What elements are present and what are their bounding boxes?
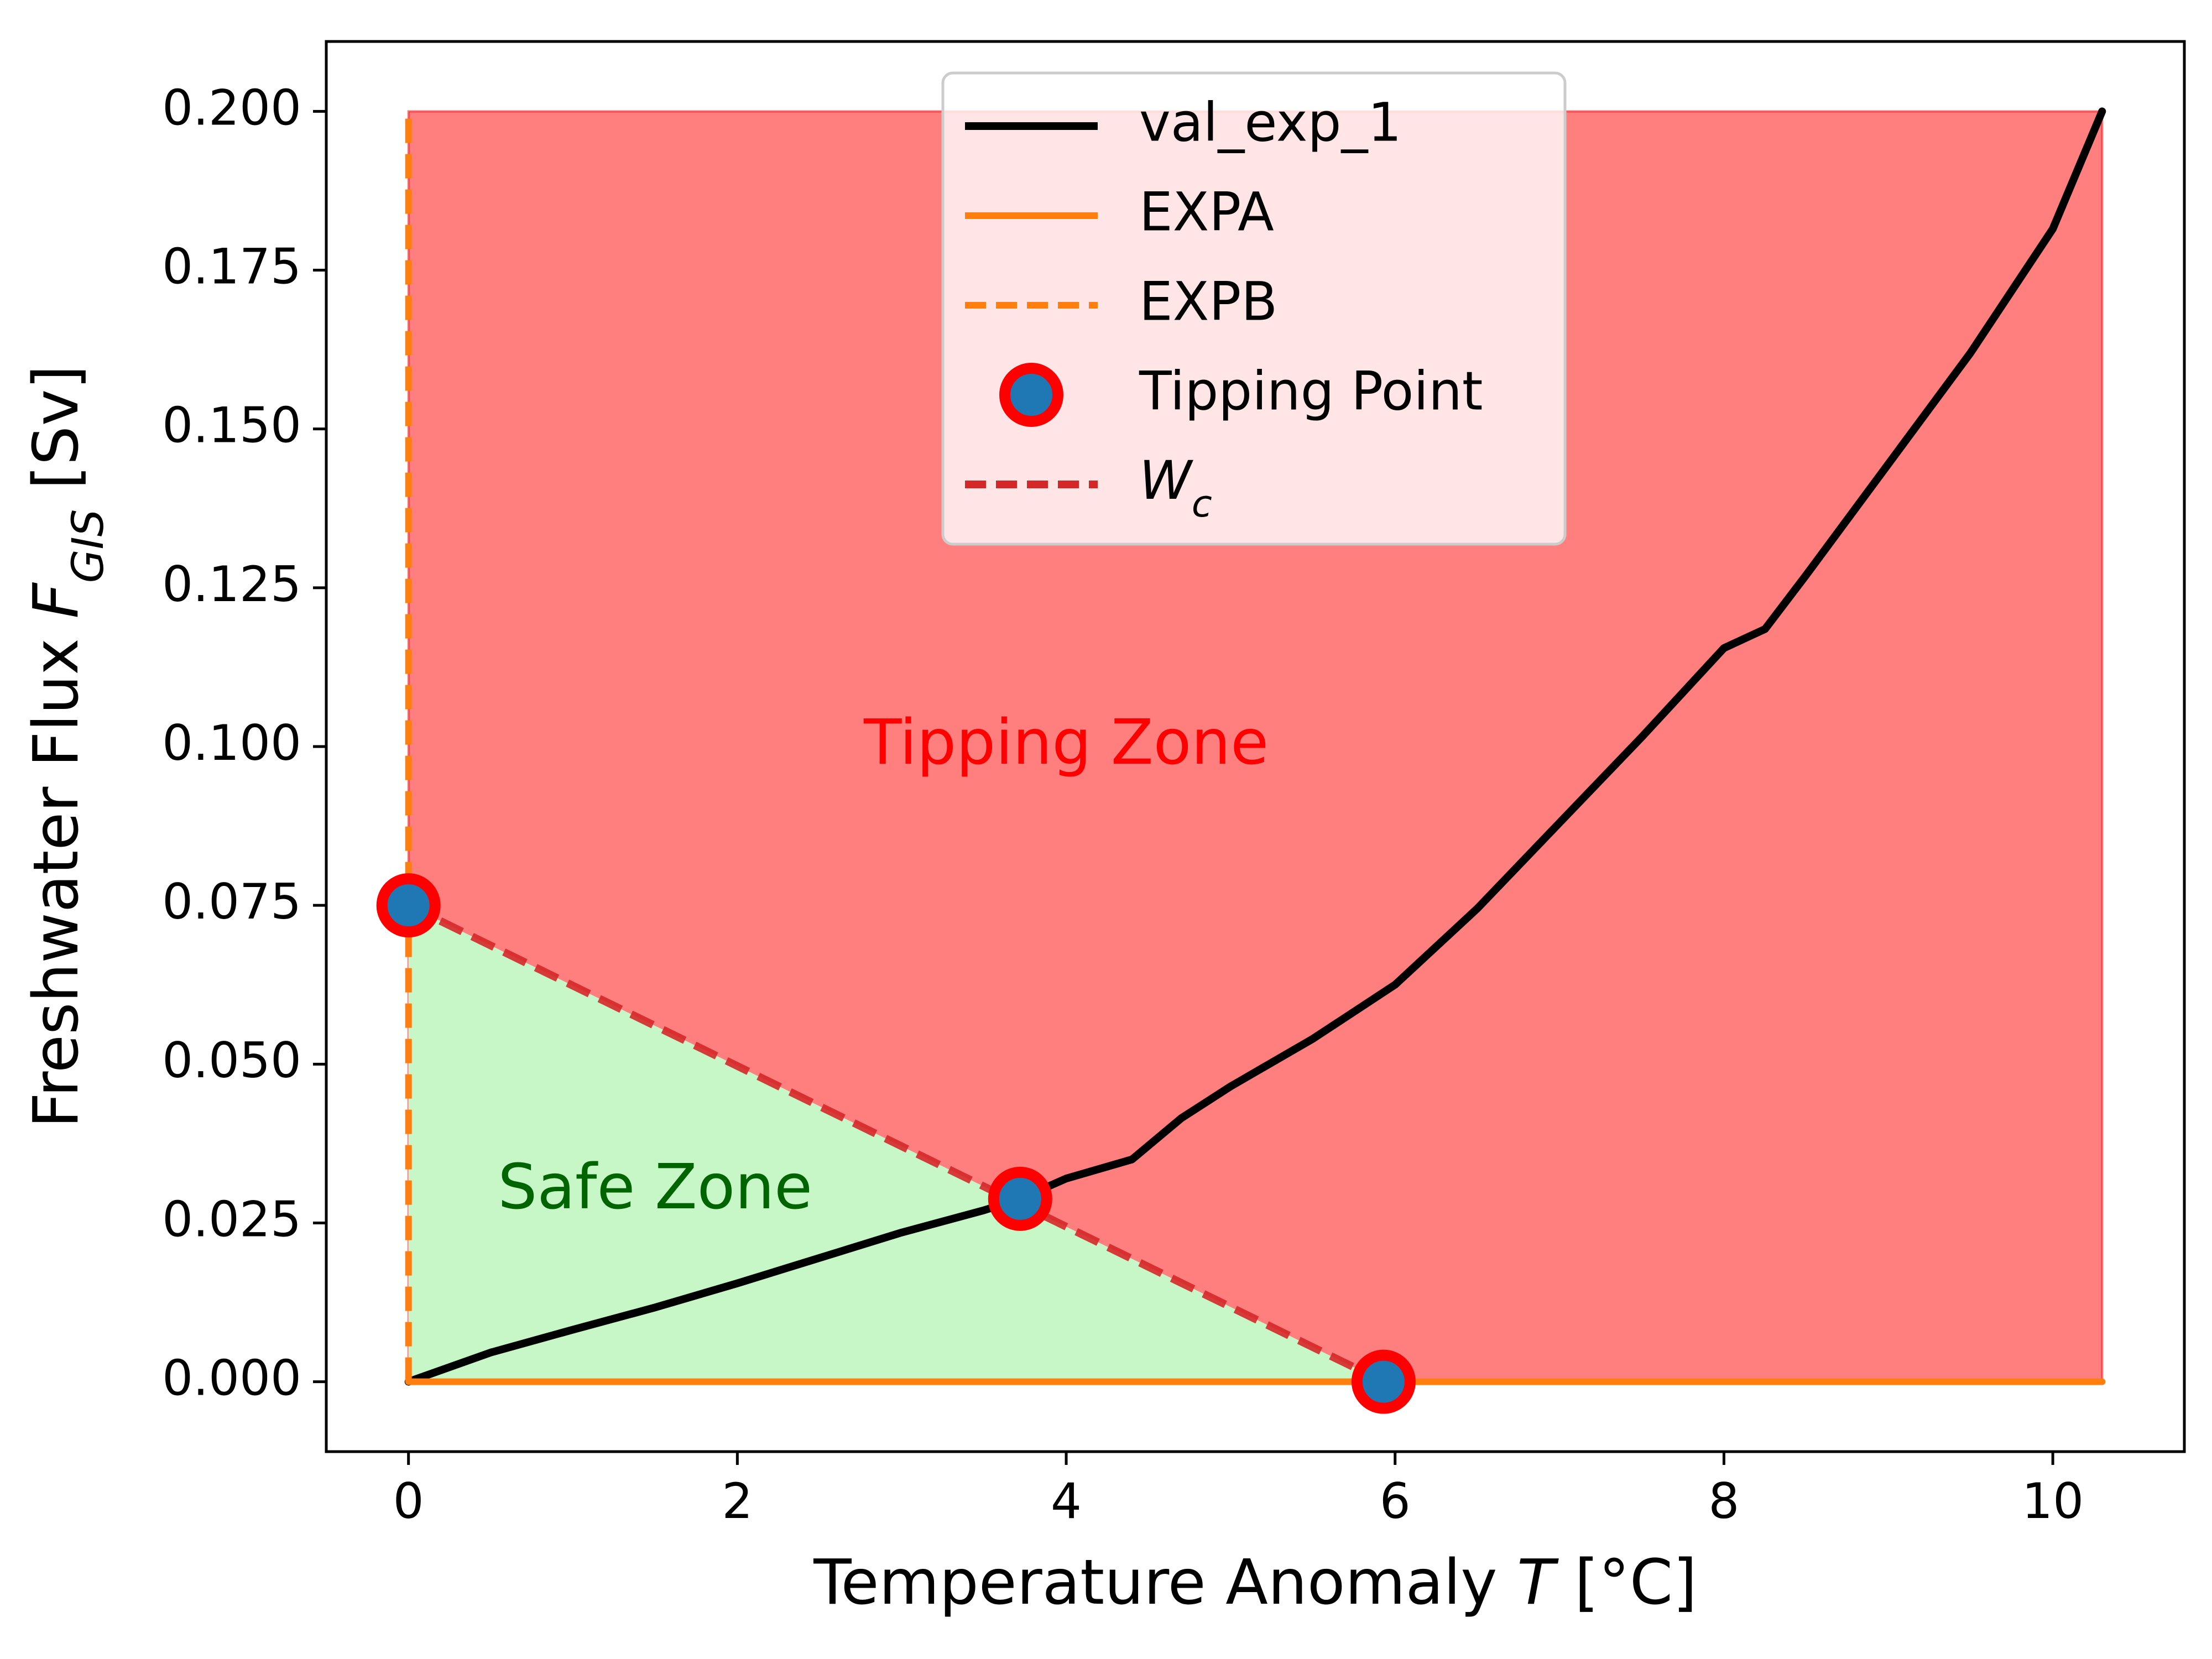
legend: val_exp_1 EXPA EXPB Tipping Point Wc xyxy=(941,71,1567,546)
x-tick-label: 4 xyxy=(1051,1473,1082,1530)
safe-zone-region xyxy=(408,905,1384,1382)
y-tick-label: 0.125 xyxy=(162,556,301,613)
x-tick-label: 0 xyxy=(393,1473,424,1530)
x-tick-label: 6 xyxy=(1380,1473,1411,1530)
legend-label: val_exp_1 xyxy=(1139,91,1402,153)
series-line-val-exp-1 xyxy=(404,107,2106,1386)
tipping-point-marker-3 xyxy=(1351,1349,1416,1414)
y-tick-label: 0.100 xyxy=(162,714,301,771)
x-tick-label: 10 xyxy=(2022,1473,2084,1530)
x-tick-label: 2 xyxy=(722,1473,753,1530)
y-tick-label: 0.150 xyxy=(162,397,301,454)
y-tick-label: 0.075 xyxy=(162,873,301,930)
legend-label: EXPA xyxy=(1139,181,1274,243)
y-tick-label: 0.200 xyxy=(162,79,301,136)
legend-label: EXPB xyxy=(1139,270,1277,332)
legend-frame xyxy=(941,71,1567,546)
zone-label-tipping-zone: Tipping Zone xyxy=(863,707,1269,779)
y-tick-label: 0.025 xyxy=(162,1191,301,1248)
zone-label-safe-zone: Safe Zone xyxy=(498,1151,812,1223)
tipping-point-marker-2 xyxy=(988,1166,1052,1231)
legend-handle-tipping-point xyxy=(999,363,1063,427)
series-line-w-c xyxy=(406,901,1385,1385)
axis-ticks: 0 2 4 6 8 10 0.000 0.025 0.050 0.075 0.100 0.125 0.1… xyxy=(162,79,2084,1530)
legend-label: Wc xyxy=(1139,450,1212,525)
tipping-point-marker-1 xyxy=(376,873,441,938)
x-axis-label: Temperature Anomaly T [°C] xyxy=(813,1547,1697,1619)
y-tick-label: 0.175 xyxy=(162,238,301,295)
y-tick-label: 0.000 xyxy=(162,1350,301,1407)
legend-label: Tipping Point xyxy=(1139,360,1483,422)
x-tick-label: 8 xyxy=(1708,1473,1739,1530)
y-tick-label: 0.050 xyxy=(162,1032,301,1089)
y-axis-label: Freshwater Flux FGIS [Sv] xyxy=(20,365,113,1128)
